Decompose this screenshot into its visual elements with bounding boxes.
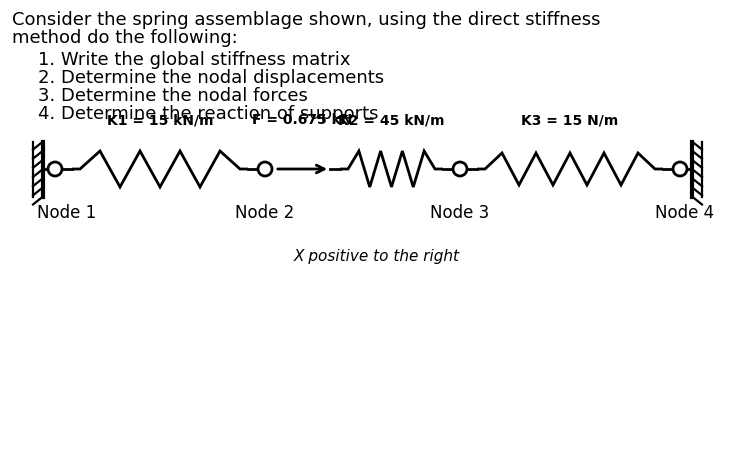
- Text: K1 = 15 kN/m: K1 = 15 kN/m: [107, 113, 213, 127]
- Text: Node 2: Node 2: [235, 204, 295, 222]
- Text: Node 4: Node 4: [655, 204, 715, 222]
- Text: Node 1: Node 1: [37, 204, 97, 222]
- Text: 2. Determine the nodal displacements: 2. Determine the nodal displacements: [38, 69, 384, 87]
- Text: Consider the spring assemblage shown, using the direct stiffness: Consider the spring assemblage shown, us…: [12, 11, 600, 29]
- Text: X positive to the right: X positive to the right: [294, 249, 460, 264]
- Circle shape: [258, 162, 272, 176]
- Text: K2 = 45 kN/m: K2 = 45 kN/m: [339, 113, 445, 127]
- Text: F = 0.675 kN: F = 0.675 kN: [253, 113, 353, 127]
- Text: 1. Write the global stiffness matrix: 1. Write the global stiffness matrix: [38, 51, 351, 69]
- Text: 3. Determine the nodal forces: 3. Determine the nodal forces: [38, 87, 308, 105]
- Text: 4. Determine the reaction of supports: 4. Determine the reaction of supports: [38, 105, 379, 123]
- Circle shape: [673, 162, 687, 176]
- Circle shape: [453, 162, 467, 176]
- Circle shape: [48, 162, 62, 176]
- Text: Node 3: Node 3: [431, 204, 489, 222]
- Text: method do the following:: method do the following:: [12, 29, 238, 47]
- Text: K3 = 15 N/m: K3 = 15 N/m: [521, 113, 618, 127]
